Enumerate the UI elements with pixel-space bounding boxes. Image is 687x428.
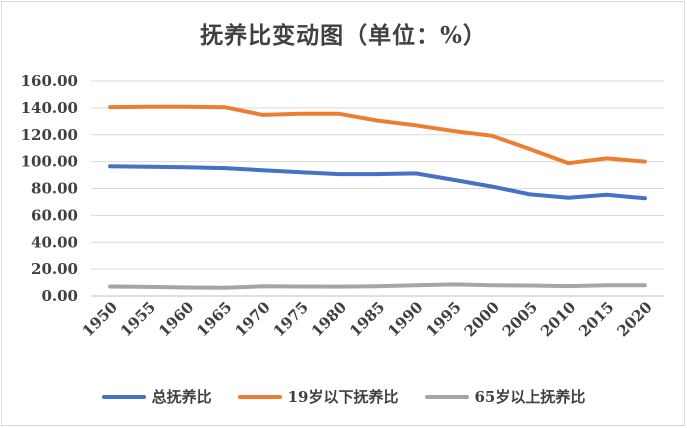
data-point-series-0 (300, 171, 302, 173)
data-point-series-0 (529, 193, 531, 195)
legend-swatch-total (101, 394, 146, 399)
data-point-series-2 (338, 286, 340, 288)
data-point-series-2 (453, 283, 455, 285)
data-point-series-0 (606, 194, 608, 196)
x-tick-label: 2000 (461, 298, 503, 340)
data-point-series-1 (300, 113, 302, 115)
legend-item-old: 65岁以上抚养比 (424, 386, 586, 407)
x-tick-label: 1960 (155, 298, 197, 340)
data-point-series-0 (109, 165, 111, 167)
data-point-series-0 (147, 166, 149, 168)
x-tick-label: 1955 (117, 298, 159, 340)
chart-title: 抚养比变动图（单位：%） (200, 22, 487, 49)
data-point-series-1 (224, 106, 226, 108)
data-point-series-1 (644, 161, 646, 163)
x-tick-label: 1965 (193, 298, 235, 340)
data-point-series-1 (109, 106, 111, 108)
x-tick-label: 1995 (422, 298, 464, 340)
data-point-series-2 (529, 285, 531, 287)
data-point-series-0 (377, 173, 378, 175)
x-tick-label: 1990 (384, 298, 426, 340)
x-tick-label: 2005 (499, 298, 541, 340)
chart-legend: 总抚养比 19岁以下抚养比 65岁以上抚养比 (0, 386, 687, 407)
y-tick-label: 0.00 (41, 287, 78, 305)
data-point-series-1 (415, 124, 417, 126)
x-tick-label: 1985 (346, 298, 388, 340)
data-point-series-2 (415, 284, 417, 286)
data-point-series-2 (262, 285, 264, 287)
legend-label-young: 19岁以下抚养比 (287, 388, 399, 406)
data-point-series-2 (491, 284, 493, 286)
data-point-series-0 (568, 197, 569, 199)
legend-swatch-young (237, 394, 282, 399)
data-point-series-2 (568, 285, 569, 287)
data-point-series-2 (186, 287, 187, 289)
data-point-series-0 (453, 179, 455, 181)
legend-label-old: 65岁以上抚养比 (474, 388, 586, 406)
legend-item-young: 19岁以下抚养比 (237, 386, 399, 407)
y-tick-label: 60.00 (31, 206, 78, 224)
data-point-series-1 (338, 113, 340, 115)
x-tick-label: 1975 (270, 298, 312, 340)
data-point-series-2 (109, 285, 111, 287)
data-point-series-2 (147, 286, 149, 288)
data-point-series-0 (186, 166, 187, 168)
data-point-series-0 (262, 169, 264, 171)
data-point-series-0 (644, 197, 646, 199)
data-point-series-1 (147, 106, 149, 108)
data-point-series-1 (606, 157, 608, 159)
y-tick-label: 140.00 (21, 99, 78, 117)
data-point-series-1 (262, 114, 264, 116)
data-point-series-0 (415, 172, 417, 174)
x-tick-label: 2010 (537, 298, 579, 340)
y-tick-label: 160.00 (21, 72, 78, 90)
series-line-0 (108, 164, 647, 201)
legend-swatch-old (424, 394, 469, 399)
legend-label-total: 总抚养比 (151, 388, 212, 406)
y-tick-label: 40.00 (31, 233, 78, 251)
x-tick-label: 1970 (231, 298, 273, 340)
data-point-series-1 (186, 106, 187, 108)
data-point-series-2 (377, 285, 378, 287)
data-point-series-0 (491, 186, 493, 188)
data-point-series-2 (606, 284, 608, 286)
data-point-series-2 (224, 287, 226, 289)
data-point-series-1 (453, 130, 455, 132)
y-tick-label: 100.00 (21, 153, 78, 171)
y-tick-label: 20.00 (31, 260, 78, 278)
y-tick-label: 80.00 (31, 180, 78, 198)
data-point-series-1 (377, 120, 378, 122)
data-point-series-1 (529, 148, 531, 150)
data-point-series-1 (568, 162, 569, 164)
x-tick-label: 1980 (308, 298, 350, 340)
data-point-series-2 (644, 284, 646, 286)
x-tick-label: 2020 (613, 298, 655, 340)
x-tick-label: 1950 (79, 298, 121, 340)
legend-item-total: 总抚养比 (101, 386, 212, 407)
data-point-series-0 (338, 173, 340, 175)
data-point-series-2 (300, 285, 302, 287)
y-tick-label: 120.00 (21, 126, 78, 144)
data-point-series-0 (224, 167, 226, 169)
x-tick-label: 2015 (575, 298, 617, 340)
data-point-series-1 (491, 135, 493, 137)
